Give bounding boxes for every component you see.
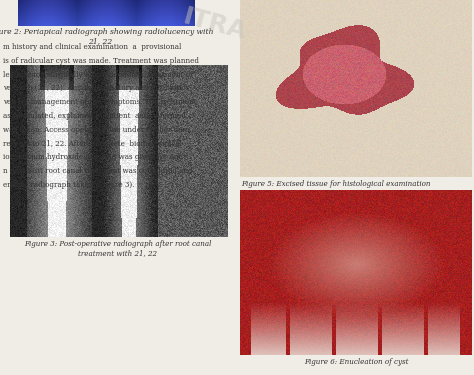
Text: respect to 21, 22. After  complete  biomechanical: respect to 21, 22. After complete biomec… <box>3 140 182 148</box>
Text: was taken. Access opening done under rubber dam: was taken. Access opening done under rub… <box>3 126 189 134</box>
Text: as formulated, explained to patient  and  informed: as formulated, explained to patient and … <box>3 112 186 120</box>
Text: Figure 2: Periapical radiograph showing radiolucency with
21, 22: Figure 2: Periapical radiograph showing … <box>0 28 214 45</box>
Text: is of radicular cyst was made. Treatment was planned: is of radicular cyst was made. Treatment… <box>3 57 199 65</box>
Text: Figure 5: Excised tissue for histological examination: Figure 5: Excised tissue for histologica… <box>241 180 430 188</box>
Text: leate lesion surgically after endodontic treatment of: leate lesion surgically after endodontic… <box>3 70 192 79</box>
Text: ven for management of the symptoms. The treatment: ven for management of the symptoms. The … <box>3 98 197 106</box>
Text: m history and clinical examination  a  provisional: m history and clinical examination a pro… <box>3 43 182 51</box>
Text: n next visit root canal treatment was completed and: n next visit root canal treatment was co… <box>3 167 192 175</box>
Text: Figure 3: Post-operative radiograph after root canal
treatment with 21, 22: Figure 3: Post-operative radiograph afte… <box>24 240 212 257</box>
Text: ITRA: ITRA <box>181 5 249 45</box>
Text: ve teeth (21, 22). Anti-inflammatory and antibiotics: ve teeth (21, 22). Anti-inflammatory and… <box>3 84 189 92</box>
Text: Figure 6: Enucleation of cyst: Figure 6: Enucleation of cyst <box>304 358 408 366</box>
Text: erative radiograph taken (Figure 3).: erative radiograph taken (Figure 3). <box>3 181 134 189</box>
Text: ion calcium hydroxide dressing was given for one: ion calcium hydroxide dressing was given… <box>3 153 183 161</box>
